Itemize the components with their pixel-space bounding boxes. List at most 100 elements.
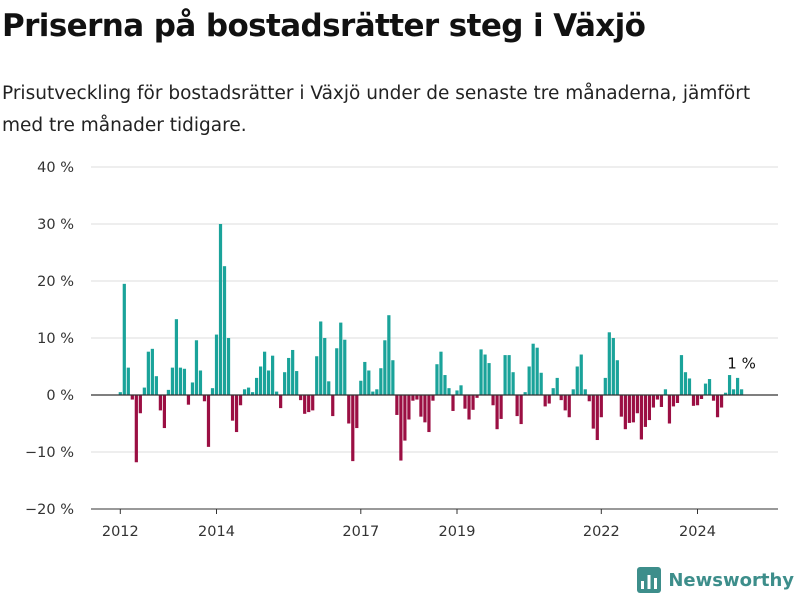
bar	[523, 392, 527, 395]
bar-chart-logo-icon	[637, 567, 662, 593]
bar	[315, 356, 319, 395]
bar	[599, 395, 603, 418]
bar	[307, 395, 311, 413]
bar-series	[118, 224, 744, 463]
bar	[327, 381, 331, 395]
bar	[547, 395, 551, 404]
bar	[711, 395, 716, 401]
bar	[483, 354, 487, 395]
x-tick-label: 2017	[342, 524, 379, 540]
bar	[206, 395, 211, 447]
bar	[387, 315, 391, 395]
bar	[271, 355, 275, 395]
y-tick-label: 10 %	[37, 331, 74, 347]
bar	[575, 366, 579, 395]
bar	[158, 395, 162, 411]
bar	[343, 339, 347, 395]
bar	[263, 351, 267, 395]
bar	[651, 395, 656, 408]
bar	[699, 395, 704, 399]
bar	[150, 348, 154, 395]
bar	[246, 387, 251, 395]
bar	[359, 380, 363, 395]
bar	[443, 375, 447, 395]
bar	[627, 395, 631, 423]
bar	[615, 360, 619, 395]
bar	[691, 395, 696, 406]
bar	[579, 354, 583, 395]
y-tick-label: 30 %	[37, 217, 74, 233]
bar	[563, 395, 567, 411]
bar	[210, 388, 215, 395]
bar	[254, 377, 259, 395]
bar	[371, 391, 375, 395]
bar	[146, 351, 150, 395]
bar	[707, 379, 712, 395]
bar	[663, 389, 668, 395]
bar	[687, 378, 692, 395]
bar	[595, 395, 599, 441]
bar	[415, 395, 419, 400]
bar	[671, 395, 676, 407]
bar	[355, 395, 359, 429]
bar	[299, 395, 303, 401]
bar	[459, 385, 463, 395]
bar	[283, 372, 287, 395]
bar	[190, 382, 195, 395]
bar	[535, 347, 539, 395]
bar	[363, 361, 367, 395]
bar	[543, 395, 547, 407]
bar	[154, 376, 158, 395]
grid-lines	[91, 166, 778, 510]
bar	[479, 349, 483, 395]
bar	[503, 355, 507, 395]
bar	[130, 395, 134, 400]
bar	[559, 395, 563, 401]
bar	[351, 395, 355, 462]
bar	[319, 321, 323, 395]
bar	[727, 375, 732, 395]
bar	[527, 366, 531, 395]
bar	[455, 390, 459, 395]
bar	[567, 395, 571, 418]
bar	[295, 371, 299, 395]
bar	[515, 395, 519, 417]
bar	[214, 334, 219, 395]
axes: 40 % 30 % 20 % 10 % 0 % −10 % −20 % 2012 2014 201…	[25, 160, 778, 540]
bar	[323, 338, 327, 395]
y-tick-label: −10 %	[25, 445, 74, 461]
bar	[431, 395, 435, 401]
bar	[643, 395, 647, 427]
bar	[635, 395, 639, 414]
bar	[487, 363, 491, 395]
bar	[222, 266, 227, 395]
bar	[178, 367, 183, 395]
bar	[611, 338, 615, 395]
bar	[170, 367, 175, 395]
chart-subtitle: Prisutveckling för bostadsrätter i Växjö…	[2, 83, 751, 136]
bar	[335, 348, 339, 395]
bar	[723, 392, 728, 395]
bar	[303, 395, 307, 414]
bar	[403, 395, 407, 441]
bar	[703, 383, 708, 395]
bar	[475, 395, 479, 398]
bar	[447, 388, 451, 395]
bar	[142, 387, 146, 395]
bar	[182, 368, 187, 395]
x-tick-label: 2024	[679, 524, 716, 540]
bar	[683, 372, 688, 395]
bar	[507, 355, 511, 395]
bar	[174, 319, 179, 395]
y-tick-label: 20 %	[37, 274, 74, 290]
brand-logo[interactable]: Newsworthy	[637, 567, 794, 593]
bar	[122, 283, 126, 395]
bar	[126, 367, 130, 395]
bar	[331, 395, 335, 417]
bar	[138, 395, 142, 414]
bar	[367, 370, 371, 395]
bar	[186, 395, 191, 405]
bar	[555, 377, 559, 395]
bar	[427, 395, 431, 433]
